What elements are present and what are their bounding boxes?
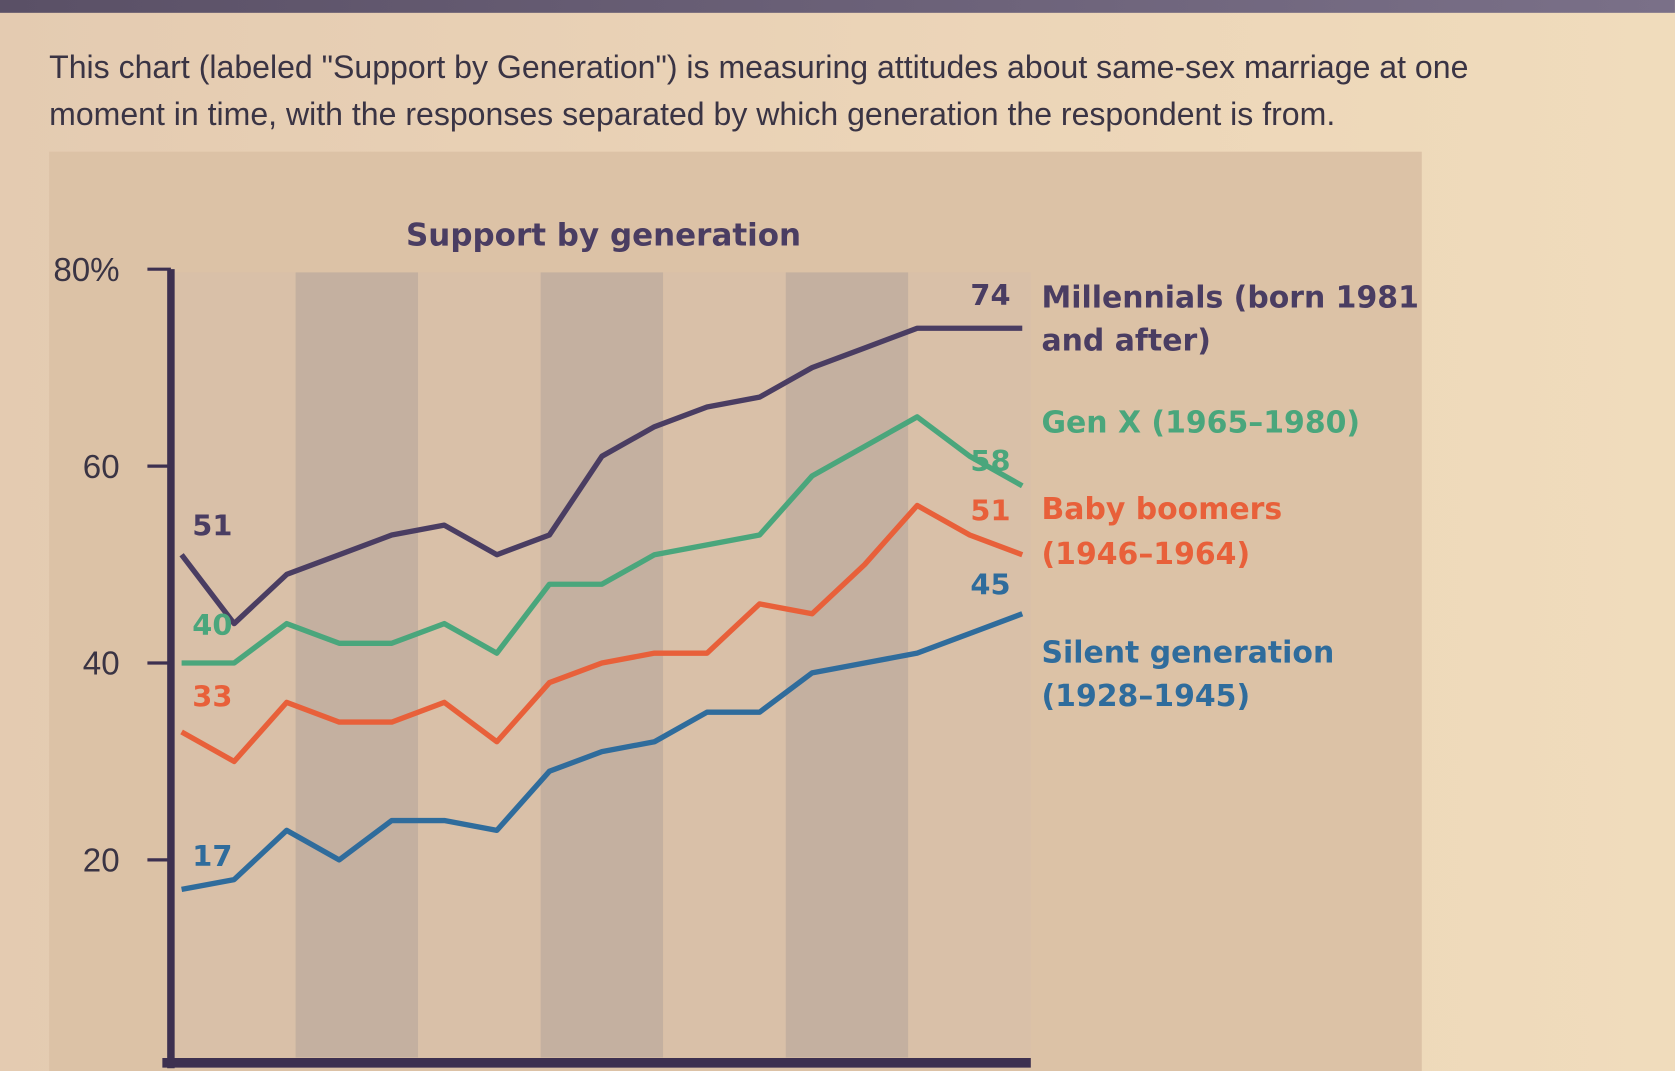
start-value-label: 33 (192, 679, 232, 713)
series-name-label: (1928–1945) (1041, 679, 1250, 714)
series-name-label: Millennials (born 1981 (1041, 281, 1418, 316)
end-value-label: 45 (970, 568, 1010, 602)
series-name-label: Baby boomers (1041, 492, 1282, 527)
end-value-label: 51 (970, 494, 1010, 528)
series-name-label: and after) (1041, 323, 1210, 358)
series-name-label: Gen X (1965–1980) (1041, 406, 1360, 441)
series-line (180, 502, 1024, 765)
band (295, 272, 419, 1058)
series-labels: 51 74 Millennials (born 1981 and after) 40 58… (192, 278, 1419, 873)
chart-title: Support by generation (406, 218, 801, 254)
series-line (181, 611, 1024, 893)
y-tick-label: 40 (83, 646, 120, 683)
caption-text: This chart (labeled "Support by Generati… (49, 50, 1469, 133)
series-lines (179, 325, 1024, 893)
start-value-label: 51 (192, 508, 232, 542)
start-value-label: 17 (192, 839, 232, 873)
end-value-label: 58 (970, 444, 1010, 478)
end-value-label: 74 (970, 278, 1010, 312)
band (908, 272, 1031, 1058)
y-tick-label: 60 (83, 449, 120, 486)
y-axis: 20 40 60 80% (53, 252, 1031, 1069)
top-bar (0, 0, 1675, 13)
series-line (179, 325, 1023, 627)
band (418, 272, 541, 1058)
series-name-label: (1946–1964) (1041, 537, 1250, 572)
y-tick-label: 20 (83, 843, 120, 880)
start-value-label: 40 (192, 608, 232, 642)
series-line (181, 414, 1024, 666)
series-name-label: Silent generation (1041, 635, 1334, 670)
y-tick-label: 80% (53, 252, 119, 289)
